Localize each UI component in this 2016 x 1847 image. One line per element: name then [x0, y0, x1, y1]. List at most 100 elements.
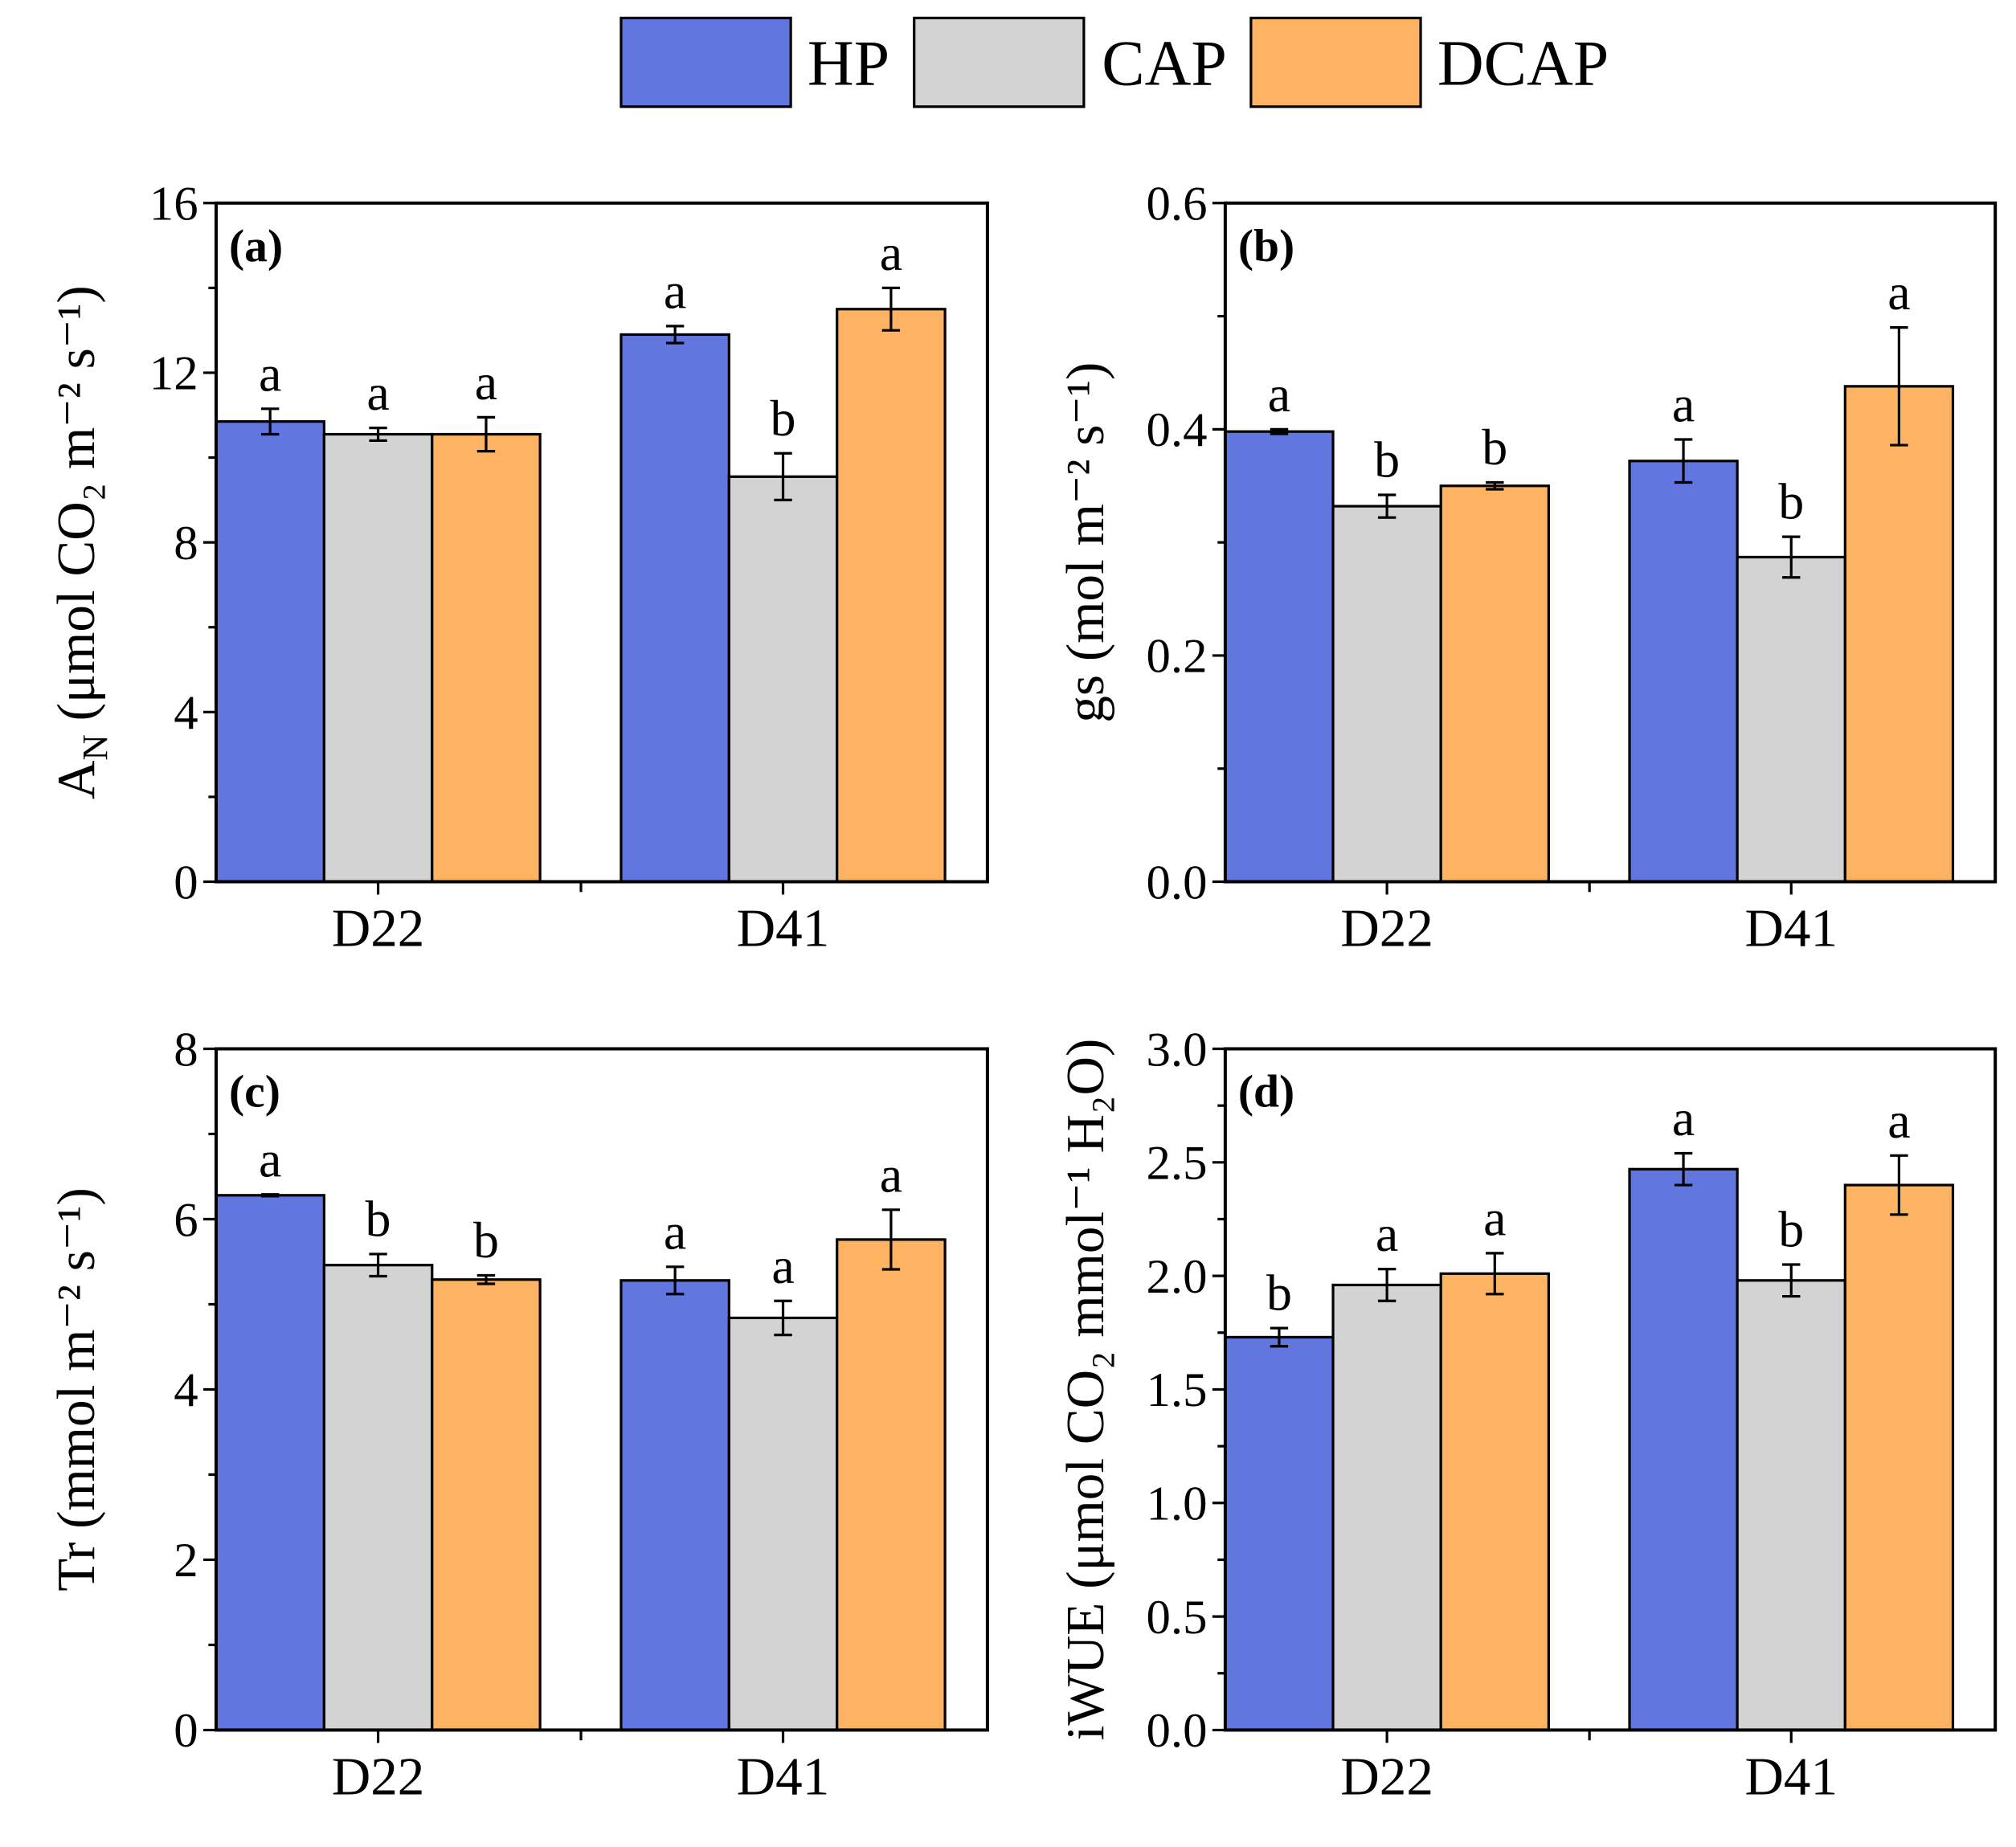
significance-letter: a [1672, 1089, 1695, 1146]
y-tick-label: 2 [174, 1534, 198, 1588]
x-tick-label: D22 [332, 1746, 425, 1806]
panels: a a a b a a 0 4 8 12 16 D22 D41 (a) AN (μmol CO₂ m⁻² s… [46, 178, 1998, 1806]
bar-hp-d41 [1628, 460, 1739, 884]
x-tick-label: D22 [1340, 1746, 1433, 1806]
y-tick-label: 2.0 [1146, 1250, 1207, 1304]
bar-dcap-d41 [836, 1238, 947, 1732]
y-label-main: gs [1055, 675, 1115, 723]
bar-hp-d41 [1628, 1167, 1739, 1732]
significance-letter: a [1268, 366, 1290, 423]
bar-dcap-d22 [1439, 1272, 1550, 1732]
bar-cap-d22 [322, 432, 434, 884]
bar-hp-d22 [215, 1194, 325, 1732]
bar-dcap-d41 [836, 308, 947, 884]
y-tick-label: 1.5 [1146, 1363, 1207, 1417]
axes-frame [214, 201, 989, 884]
y-tick-label: 8 [174, 1023, 198, 1077]
significance-letter: a [259, 1130, 281, 1187]
y-axis-label: iWUE (μmol CO₂ mmol⁻¹ H₂O) [1055, 1039, 1115, 1741]
significance-letter: b [1778, 473, 1804, 530]
y-axis-label: gs (mol m⁻² s⁻¹) [1055, 362, 1115, 723]
panel-label: (b) [1238, 221, 1294, 272]
significance-letter: a [259, 345, 281, 402]
bar-cap-d41 [727, 475, 839, 884]
bar-cap-d41 [1736, 1279, 1846, 1732]
y-tick-label: 0 [174, 1704, 198, 1758]
significance-letter: b [473, 1212, 499, 1269]
significance-letter: b [1374, 431, 1400, 488]
x-tick-label: D22 [1340, 897, 1433, 958]
significance-letter: a [880, 224, 902, 281]
significance-letter: a [1887, 1092, 1910, 1149]
y-tick-label: 8 [174, 517, 198, 570]
y-label-main: iWUE [1055, 1603, 1115, 1741]
y-tick-label: 16 [149, 178, 198, 231]
significance-letter: a [366, 364, 389, 421]
legend-swatch-cap [913, 16, 1086, 108]
significance-letter: b [1482, 419, 1507, 476]
significance-letter: b [366, 1191, 391, 1248]
bar-cap-d22 [1331, 505, 1442, 884]
panel-c: a a b a b a 0 2 4 6 8 D22 D41 (c) Tr (mmol m⁻² s⁻¹) [46, 1023, 989, 1806]
significance-letter: a [1376, 1205, 1398, 1262]
significance-letter: b [771, 390, 796, 447]
y-tick-label: 12 [149, 347, 198, 401]
panel-b: a a b b b a 0.0 0.2 0.4 0.6 D22 D41 (b) gs (mol m⁻² s… [1055, 178, 1998, 958]
panel-d: b a a b a a 0.0 0.5 1.0 1.5 2.0 2.5 3.0 D22 D41 (d) iWUE… [1055, 1023, 1998, 1806]
bar-hp-d22 [215, 420, 325, 884]
panel-label: (a) [229, 221, 283, 272]
panel-a: a a a b a a 0 4 8 12 16 D22 D41 (a) AN (μmol CO₂ m⁻² s… [46, 178, 989, 958]
y-label-main: A [46, 760, 106, 799]
bar-cap-d22 [1331, 1283, 1442, 1732]
y-axis-label: Tr (mmol m⁻² s⁻¹) [46, 1187, 106, 1592]
x-tick-label: D22 [332, 897, 425, 958]
y-label-units: (mol m⁻² s⁻¹) [1055, 362, 1115, 675]
y-tick-label: 0.5 [1146, 1591, 1207, 1645]
significance-letter: b [1266, 1265, 1292, 1322]
bar-hp-d41 [620, 1279, 730, 1732]
y-tick-label: 0.4 [1146, 403, 1207, 457]
bar-hp-d22 [1224, 430, 1335, 884]
bar-hp-d22 [1224, 1335, 1335, 1732]
axes-frame [214, 1047, 989, 1732]
y-label-units: (μmol CO₂ mmol⁻¹ H₂O) [1055, 1039, 1115, 1603]
legend-label-dcap: DCAP [1437, 29, 1609, 100]
bar-dcap-d22 [431, 432, 542, 884]
significance-letter: a [1483, 1189, 1506, 1246]
y-axis-label: AN (μmol CO₂ m⁻² s⁻¹) [46, 285, 115, 799]
significance-letter: a [475, 353, 497, 411]
legend-swatch-hp [620, 16, 792, 108]
significance-letter: a [880, 1146, 902, 1203]
y-tick-label: 2.5 [1146, 1137, 1207, 1191]
bar-dcap-d41 [1843, 1183, 1955, 1732]
bar-cap-d41 [727, 1316, 839, 1732]
y-tick-label: 3.0 [1146, 1023, 1207, 1077]
bar-cap-d41 [1736, 555, 1846, 884]
legend-swatch-dcap [1249, 16, 1422, 108]
legend-label-hp: HP [808, 29, 889, 100]
y-tick-label: 6 [174, 1193, 198, 1247]
x-tick-label: D41 [737, 897, 830, 958]
significance-letter: a [771, 1237, 794, 1294]
significance-letter: b [1778, 1201, 1804, 1258]
panel-label: (c) [229, 1066, 280, 1117]
significance-letter: a [664, 1203, 686, 1260]
y-tick-label: 0 [174, 856, 198, 909]
y-tick-label: 0.2 [1146, 630, 1207, 684]
significance-letter: a [1672, 376, 1695, 433]
bar-dcap-d41 [1843, 385, 1955, 884]
panel-label: (d) [1238, 1066, 1294, 1117]
y-label-main: Tr [46, 1543, 106, 1592]
significance-letter: a [1887, 264, 1910, 321]
x-tick-label: D41 [1744, 1746, 1838, 1806]
significance-letter: a [664, 262, 686, 319]
y-tick-label: 0.6 [1146, 178, 1207, 231]
y-tick-label: 0.0 [1146, 1704, 1207, 1758]
y-tick-label: 0.0 [1146, 856, 1207, 909]
y-tick-label: 1.0 [1146, 1477, 1207, 1531]
bar-dcap-d22 [1439, 484, 1550, 884]
y-tick-label: 4 [174, 1363, 198, 1417]
y-label-units: (mmol m⁻² s⁻¹) [46, 1187, 106, 1543]
legend-label-cap: CAP [1102, 29, 1227, 100]
